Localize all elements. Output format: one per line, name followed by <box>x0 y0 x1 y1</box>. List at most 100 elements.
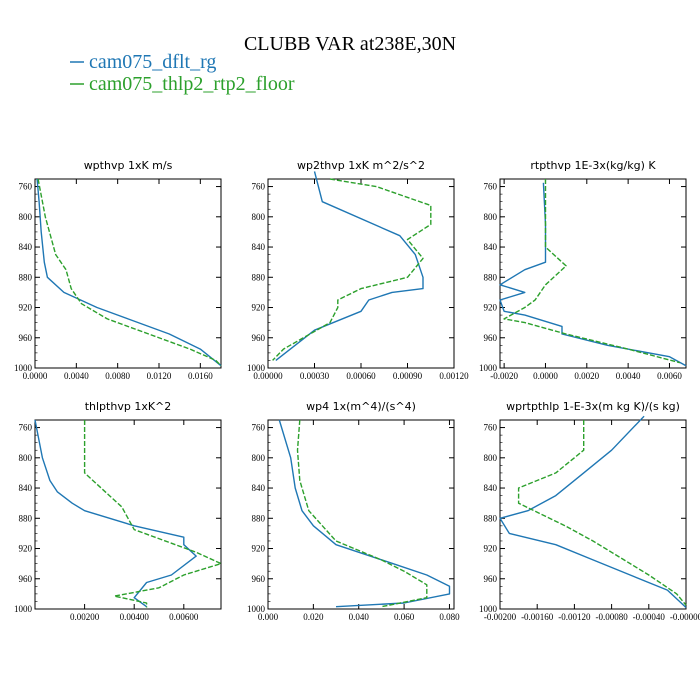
panel-title: wprtpthlp 1-E-3x(m kg K)/(s kg) <box>506 400 680 413</box>
series-line-dflt <box>499 415 687 609</box>
x-tick-label: -0.0020 <box>490 371 518 381</box>
y-tick-label: 840 <box>19 483 33 493</box>
x-tick-label: 0.00000 <box>253 371 283 381</box>
panel-frame <box>499 419 687 610</box>
y-tick-label: 960 <box>19 333 33 343</box>
y-tick-label: 800 <box>484 212 498 222</box>
x-tick-label: 0.0080 <box>105 371 130 381</box>
y-tick-label: 880 <box>19 272 33 282</box>
panel-title: wp4 1x(m^4)/(s^4) <box>306 400 416 413</box>
y-tick-label: 960 <box>484 333 498 343</box>
y-tick-label: 840 <box>484 483 498 493</box>
y-tick-label: 800 <box>19 212 33 222</box>
legend-label-floor: cam075_thlp2_rtp2_floor <box>89 73 295 95</box>
y-tick-label: 880 <box>484 272 498 282</box>
panel-frame <box>267 419 455 610</box>
x-tick-label: 0.0000 <box>23 371 48 381</box>
panel-5: wp4 1x(m^4)/(s^4)76080084088092096010000… <box>247 400 460 622</box>
y-tick-label: 1000 <box>247 604 266 614</box>
panel-6: wprtpthlp 1-E-3x(m kg K)/(s kg) 760 800 840… <box>479 400 700 622</box>
x-tick-label: 0.0000 <box>533 371 558 381</box>
panel-1: wpthvp 1xK m/s76080084088092096010000.00… <box>14 159 222 381</box>
panel-title: thlpthvp 1xK^2 <box>85 400 172 413</box>
legend: cam075_dflt_rg cam075_thlp2_rtp2_floor <box>70 51 295 95</box>
x-tick-label: 0.020 <box>303 612 324 622</box>
x-tick-label: 0.00120 <box>439 371 469 381</box>
y-tick-label: 840 <box>252 483 266 493</box>
x-tick-label: 0.040 <box>349 612 370 622</box>
x-tick-label: 0.00030 <box>300 371 330 381</box>
y-tick-label: 960 <box>484 574 498 584</box>
panel-frame <box>499 178 687 369</box>
series-line-floor <box>37 178 222 367</box>
x-tick-label: -0.00160 <box>521 612 554 622</box>
x-tick-label: 0.0060 <box>657 371 682 381</box>
panel-frame <box>34 178 222 369</box>
y-tick-label: 840 <box>19 242 33 252</box>
series-line-dflt <box>499 182 687 367</box>
panel-frame <box>34 419 222 610</box>
y-tick-label: 960 <box>19 574 33 584</box>
y-tick-label: 1000 <box>14 604 33 614</box>
y-tick-label: 760 <box>19 423 33 433</box>
x-tick-label: 0.0020 <box>574 371 599 381</box>
panel-title: rtpthvp 1E-3x(kg/kg) K <box>530 159 656 172</box>
y-tick-label: 840 <box>484 242 498 252</box>
x-tick-label: 0.00060 <box>346 371 376 381</box>
y-tick-label: 760 <box>252 182 266 192</box>
x-tick-label: 0.060 <box>394 612 415 622</box>
series-line-dflt <box>34 419 197 608</box>
y-tick-label: 920 <box>252 303 266 313</box>
x-tick-label: -0.00200 <box>484 612 517 622</box>
y-tick-label: 920 <box>252 544 266 554</box>
panel-title: wpthvp 1xK m/s <box>84 159 173 172</box>
series-line-floor <box>503 179 680 364</box>
y-tick-label: 880 <box>252 272 266 282</box>
x-tick-label: -0.00080 <box>595 612 628 622</box>
x-tick-label: -0.00000 <box>670 612 700 622</box>
panel-2: wp2thvp 1xK m^2/s^2 760 800 840 880 920 960 100… <box>247 159 469 381</box>
y-tick-label: 760 <box>484 182 498 192</box>
series-line-dflt <box>278 419 451 608</box>
y-tick-label: 840 <box>252 242 266 252</box>
x-tick-label: 0.00400 <box>120 612 150 622</box>
series-line-floor <box>296 419 428 608</box>
y-tick-label: 760 <box>252 423 266 433</box>
x-tick-label: -0.00040 <box>633 612 666 622</box>
x-tick-label: 0.00090 <box>393 371 423 381</box>
x-tick-label: 0.0160 <box>188 371 213 381</box>
x-tick-label: 0.080 <box>439 612 460 622</box>
series-line-dflt <box>36 178 222 367</box>
x-tick-label: 0.0120 <box>147 371 172 381</box>
y-tick-label: 960 <box>252 333 266 343</box>
y-tick-label: 960 <box>252 574 266 584</box>
panel-3: rtpthvp 1E-3x(kg/kg) K 760 800 840 880 920 960… <box>479 159 687 381</box>
y-tick-label: 1000 <box>479 604 498 614</box>
x-tick-label: -0.00120 <box>558 612 591 622</box>
series-line-dflt <box>275 171 424 361</box>
x-tick-label: 0.000 <box>258 612 279 622</box>
y-tick-label: 920 <box>19 544 33 554</box>
y-tick-label: 760 <box>19 182 33 192</box>
series-line-floor <box>83 420 222 608</box>
panel-4: thlpthvp 1xK^2 760 800 840 880 920 960 1000 0.00… <box>14 400 222 622</box>
panels: wpthvp 1xK m/s76080084088092096010000.00… <box>14 159 700 622</box>
series-line-floor <box>517 420 687 606</box>
y-tick-label: 920 <box>484 303 498 313</box>
y-tick-label: 880 <box>19 513 33 523</box>
y-tick-label: 800 <box>252 453 266 463</box>
x-tick-label: 0.00600 <box>169 612 199 622</box>
y-tick-label: 800 <box>484 453 498 463</box>
y-tick-label: 1000 <box>14 363 33 373</box>
figure-title: CLUBB VAR at238E,30N <box>244 33 456 55</box>
x-tick-label: 0.0040 <box>64 371 89 381</box>
x-tick-label: 0.00200 <box>70 612 100 622</box>
series-line-floor <box>272 178 432 361</box>
legend-label-dflt: cam075_dflt_rg <box>89 51 216 73</box>
y-tick-label: 1000 <box>247 363 266 373</box>
y-tick-label: 920 <box>484 544 498 554</box>
y-tick-label: 880 <box>252 513 266 523</box>
y-tick-label: 920 <box>19 303 33 313</box>
y-tick-label: 880 <box>484 513 498 523</box>
